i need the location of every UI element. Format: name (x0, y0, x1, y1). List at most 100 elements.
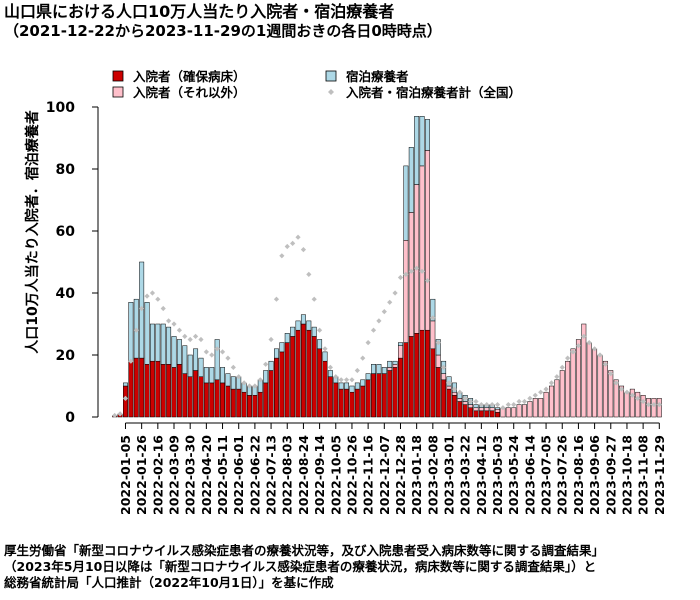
bar-hospitalized-confirmed (344, 388, 350, 418)
bar-hospitalized-confirmed (123, 385, 128, 418)
bar-accommodation (495, 407, 500, 410)
bar-hospitalized-other (473, 407, 479, 412)
point-national-total (597, 352, 603, 358)
point-national-total (327, 364, 333, 370)
point-national-total (316, 327, 323, 333)
x-tick-label: 2022-01-26 (134, 435, 149, 515)
bar-hospitalized-confirmed (489, 410, 495, 418)
bar-accommodation (123, 382, 128, 387)
bar-accommodation (349, 385, 355, 393)
point-national-total (548, 380, 555, 386)
bar-hospitalized-confirmed (441, 379, 447, 418)
x-tick-label: 2023-08-16 (571, 435, 586, 515)
bar-hospitalized-confirmed (327, 376, 333, 418)
bar-hospitalized-other (398, 345, 403, 359)
bar-accommodation (295, 320, 301, 331)
x-tick-label: 2023-11-29 (652, 435, 667, 515)
x-tick-label: 2022-05-11 (215, 435, 230, 515)
point-national-total (333, 374, 339, 380)
y-axis-label: 人口10万人当たり入院者．宿泊療養者 (24, 110, 41, 353)
bar-hospitalized-confirmed (182, 373, 188, 418)
bar-accommodation (160, 323, 166, 365)
point-national-total (209, 352, 215, 358)
bar-accommodation (290, 326, 296, 337)
bar-hospitalized-confirmed (247, 395, 252, 418)
x-tick-label: 2023-01-18 (409, 435, 424, 515)
bar-hospitalized-other (522, 404, 527, 418)
point-national-total (608, 371, 614, 377)
x-tick-label: 2023-09-27 (603, 435, 618, 515)
bar-hospitalized-confirmed (160, 364, 166, 418)
bar-accommodation (376, 364, 382, 374)
point-national-total (300, 247, 307, 253)
point-national-total (230, 364, 236, 370)
bar-hospitalized-confirmed (414, 333, 420, 418)
point-national-total (349, 377, 355, 383)
point-national-total (263, 361, 269, 367)
y-tick-label: 40 (56, 286, 76, 302)
bar-accommodation (327, 370, 333, 377)
bar-hospitalized-confirmed (171, 367, 177, 418)
point-national-total (629, 392, 635, 398)
bar-hospitalized-other (581, 323, 587, 418)
point-national-total (532, 392, 538, 398)
bar-accommodation (144, 302, 150, 365)
bar-hospitalized-other (489, 407, 495, 412)
x-tick-label: 2022-01-05 (118, 435, 133, 515)
point-national-total (403, 271, 409, 277)
point-national-total (295, 234, 301, 240)
bar-hospitalized-confirmed (381, 373, 387, 418)
x-tick-label: 2023-07-05 (539, 435, 554, 515)
point-national-total (451, 386, 458, 392)
point-national-total (581, 333, 587, 339)
point-national-total (441, 364, 447, 370)
legend-label: 入院者・宿泊療養者計（全国） (346, 85, 521, 100)
x-tick-label: 2022-02-16 (150, 435, 165, 515)
y-tick-label: 0 (65, 410, 75, 426)
point-national-total (133, 327, 139, 333)
bar-accommodation (392, 360, 398, 365)
point-national-total (192, 333, 199, 339)
point-national-total (376, 318, 382, 324)
point-national-total (252, 383, 258, 389)
point-national-total (171, 321, 177, 327)
bar-hospitalized-other (419, 165, 425, 331)
bar-hospitalized-confirmed (457, 401, 463, 418)
bar-accommodation (268, 360, 274, 371)
point-national-total (284, 243, 290, 250)
point-national-total (236, 374, 242, 380)
bar-hospitalized-confirmed (252, 395, 258, 418)
point-national-total (370, 327, 377, 333)
legend-label: 入院者（確保病床） (133, 69, 246, 84)
point-national-total (554, 374, 560, 380)
bar-hospitalized-confirmed (155, 360, 161, 418)
point-national-total (322, 346, 328, 352)
bar-hospitalized-confirmed (166, 364, 172, 418)
bar-hospitalized-other (441, 373, 447, 381)
bar-hospitalized-confirmed (371, 373, 376, 418)
point-national-total (408, 268, 414, 274)
bar-hospitalized-other (619, 385, 625, 418)
point-national-total (144, 293, 150, 299)
bar-hospitalized-other (435, 354, 441, 368)
bar-hospitalized-confirmed (230, 388, 236, 418)
bar-hospitalized-confirmed (398, 357, 403, 418)
bar-hospitalized-confirmed (451, 395, 457, 418)
bar-accommodation (398, 342, 403, 346)
bar-hospitalized-confirmed (333, 382, 339, 418)
bar-hospitalized-other (527, 401, 533, 418)
point-national-total (575, 343, 582, 349)
point-national-total (500, 405, 506, 411)
point-national-total (543, 386, 549, 392)
chart-subtitle: （2021-12-22から2023-11-29の1週間おきの各日0時時点） (4, 22, 442, 40)
bar-hospitalized-confirmed (354, 388, 360, 418)
source-line-1: 厚生労働省「新型コロナウイルス感染症患者の療養状況等，及び入院患者受入病床数等に… (4, 543, 605, 558)
point-national-total (511, 402, 517, 408)
point-national-total (419, 268, 425, 274)
bar-hospitalized-confirmed (236, 388, 242, 418)
bar-hospitalized-confirmed (139, 357, 145, 418)
bar-hospitalized-other (565, 360, 571, 418)
bar-hospitalized-confirmed (430, 348, 436, 418)
point-national-total (392, 290, 398, 296)
legend-swatch (325, 70, 337, 82)
